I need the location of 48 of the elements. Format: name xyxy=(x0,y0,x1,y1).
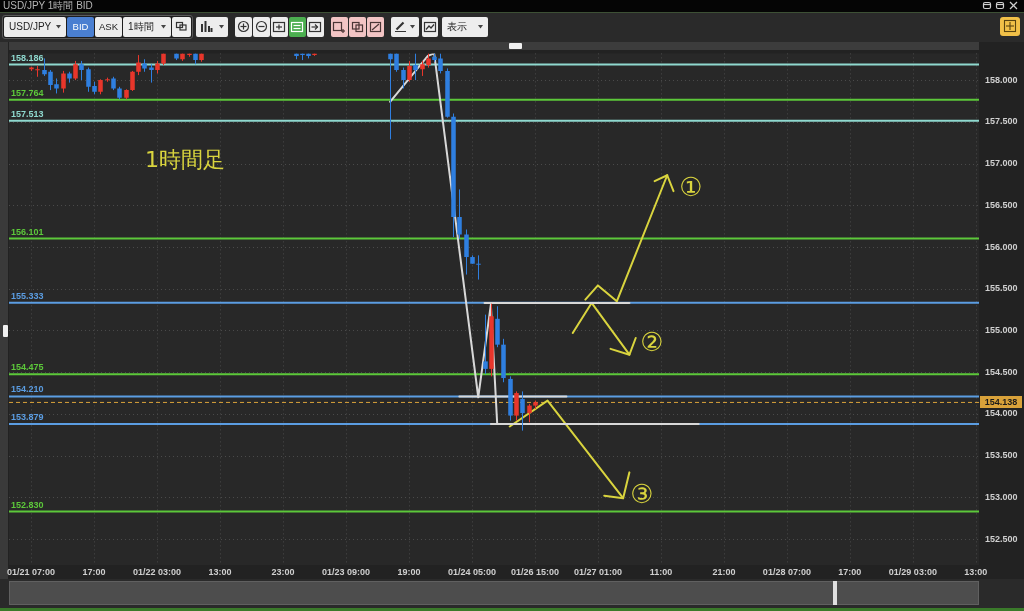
x-tick-label: 01/29 03:00 xyxy=(888,566,937,577)
x-tick-label: 21:00 xyxy=(712,566,736,577)
y-tick-label: 155.000 xyxy=(985,324,1018,335)
ref-line-label: 158.186 xyxy=(11,52,44,63)
x-tick-label: 17:00 xyxy=(82,566,106,577)
y-tick-label: 154.000 xyxy=(985,408,1018,419)
annotation: ② xyxy=(640,327,664,358)
ref-line-label: 157.764 xyxy=(11,87,44,98)
x-tick-label: 17:00 xyxy=(838,566,862,577)
toggle-button: BID xyxy=(67,17,94,37)
y-tick-label: 158.000 xyxy=(985,74,1018,85)
ref-line-label: 156.101 xyxy=(11,226,44,237)
y-tick-label: 156.500 xyxy=(985,199,1018,210)
ref-line-label: 157.513 xyxy=(11,108,44,119)
x-tick-label: 01/22 03:00 xyxy=(133,566,182,577)
x-tick-label: 01/27 01:00 xyxy=(573,566,622,577)
y-tick-label: 154.500 xyxy=(985,366,1018,377)
ref-line-label: 153.879 xyxy=(11,412,44,423)
x-tick-label: 01/28 07:00 xyxy=(762,566,811,577)
ref-line-label: 154.210 xyxy=(11,384,44,395)
y-tick-label: 155.500 xyxy=(985,283,1018,294)
ref-line-label: 154.475 xyxy=(11,362,44,373)
dropdown: 表示 xyxy=(442,17,488,37)
y-tick-label: 157.000 xyxy=(985,158,1018,169)
chart-title: USD/JPY 1時間 BID xyxy=(3,0,93,12)
x-tick-label: 13:00 xyxy=(208,566,232,577)
ref-line-label: 152.830 xyxy=(11,499,44,510)
x-tick-label: 13:00 xyxy=(964,566,988,577)
ref-line-label: 154.138 xyxy=(984,396,1018,407)
x-tick-label: 23:00 xyxy=(271,566,295,577)
x-tick-label: 01/24 05:00 xyxy=(447,566,496,577)
y-tick-label: 152.500 xyxy=(985,533,1018,544)
x-tick-label: 01/23 09:00 xyxy=(321,566,370,577)
x-tick-label: 01/26 15:00 xyxy=(510,566,559,577)
y-tick-label: 153.500 xyxy=(985,450,1018,461)
y-tick-label: 157.500 xyxy=(985,116,1018,127)
dropdown: USD/JPY xyxy=(4,17,66,37)
x-tick-label: 11:00 xyxy=(649,566,673,577)
y-tick-label: 153.000 xyxy=(985,491,1018,502)
annotation: ① xyxy=(679,172,703,203)
x-tick-label: 01/21 07:00 xyxy=(7,566,56,577)
y-tick-label: 156.000 xyxy=(985,241,1018,252)
x-tick-label: 19:00 xyxy=(397,566,421,577)
annotation: ③ xyxy=(630,479,654,510)
dropdown: 1時間 xyxy=(123,17,171,37)
toggle-button: ASK xyxy=(95,17,122,37)
ref-line-label: 155.333 xyxy=(11,290,44,301)
annotation: 1時間足 xyxy=(145,147,225,173)
